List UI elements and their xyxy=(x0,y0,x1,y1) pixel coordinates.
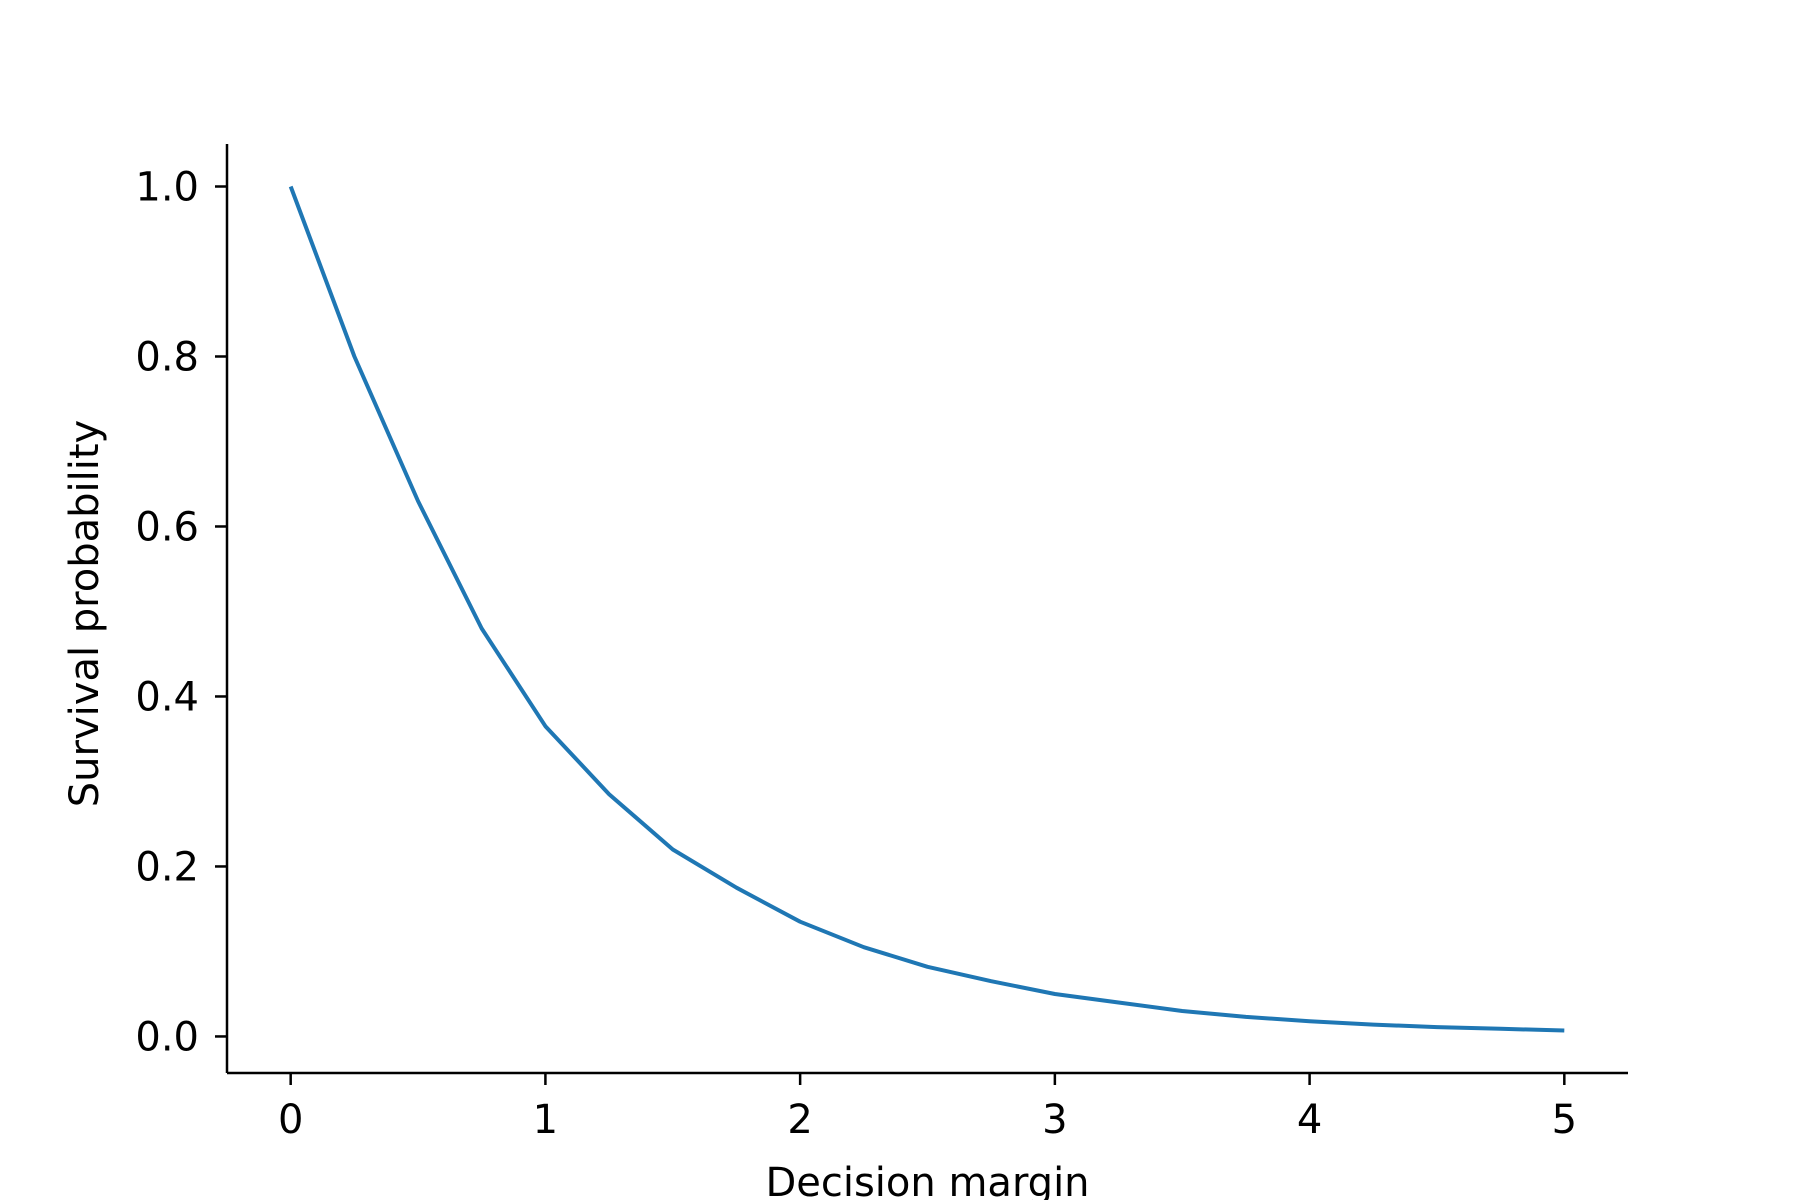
x-tick-label: 3 xyxy=(1042,1097,1067,1143)
y-axis-title: Survival probability xyxy=(62,420,108,807)
x-tick-label: 1 xyxy=(533,1097,558,1143)
y-tick-label: 1.0 xyxy=(135,164,199,210)
x-axis-ticks: 0 1 2 3 4 5 xyxy=(278,1073,1577,1143)
series-line xyxy=(288,185,1565,1033)
y-tick-label: 0.6 xyxy=(135,504,199,550)
x-tick-label: 2 xyxy=(787,1097,812,1143)
axis-spines xyxy=(225,144,1628,1075)
x-axis-title: Decision margin xyxy=(765,1160,1089,1200)
series-layer xyxy=(288,185,1565,1033)
y-tick-label: 0.8 xyxy=(135,334,199,380)
y-tick-label: 0.4 xyxy=(135,674,199,720)
x-tick-label: 5 xyxy=(1552,1097,1577,1143)
y-tick-label: 0.0 xyxy=(135,1014,199,1060)
y-axis-ticks: 0.0 0.2 0.4 0.6 0.8 1.0 xyxy=(135,164,227,1060)
x-tick-label: 0 xyxy=(278,1097,303,1143)
x-tick-label: 4 xyxy=(1297,1097,1322,1143)
y-tick-label: 0.2 xyxy=(135,844,199,890)
